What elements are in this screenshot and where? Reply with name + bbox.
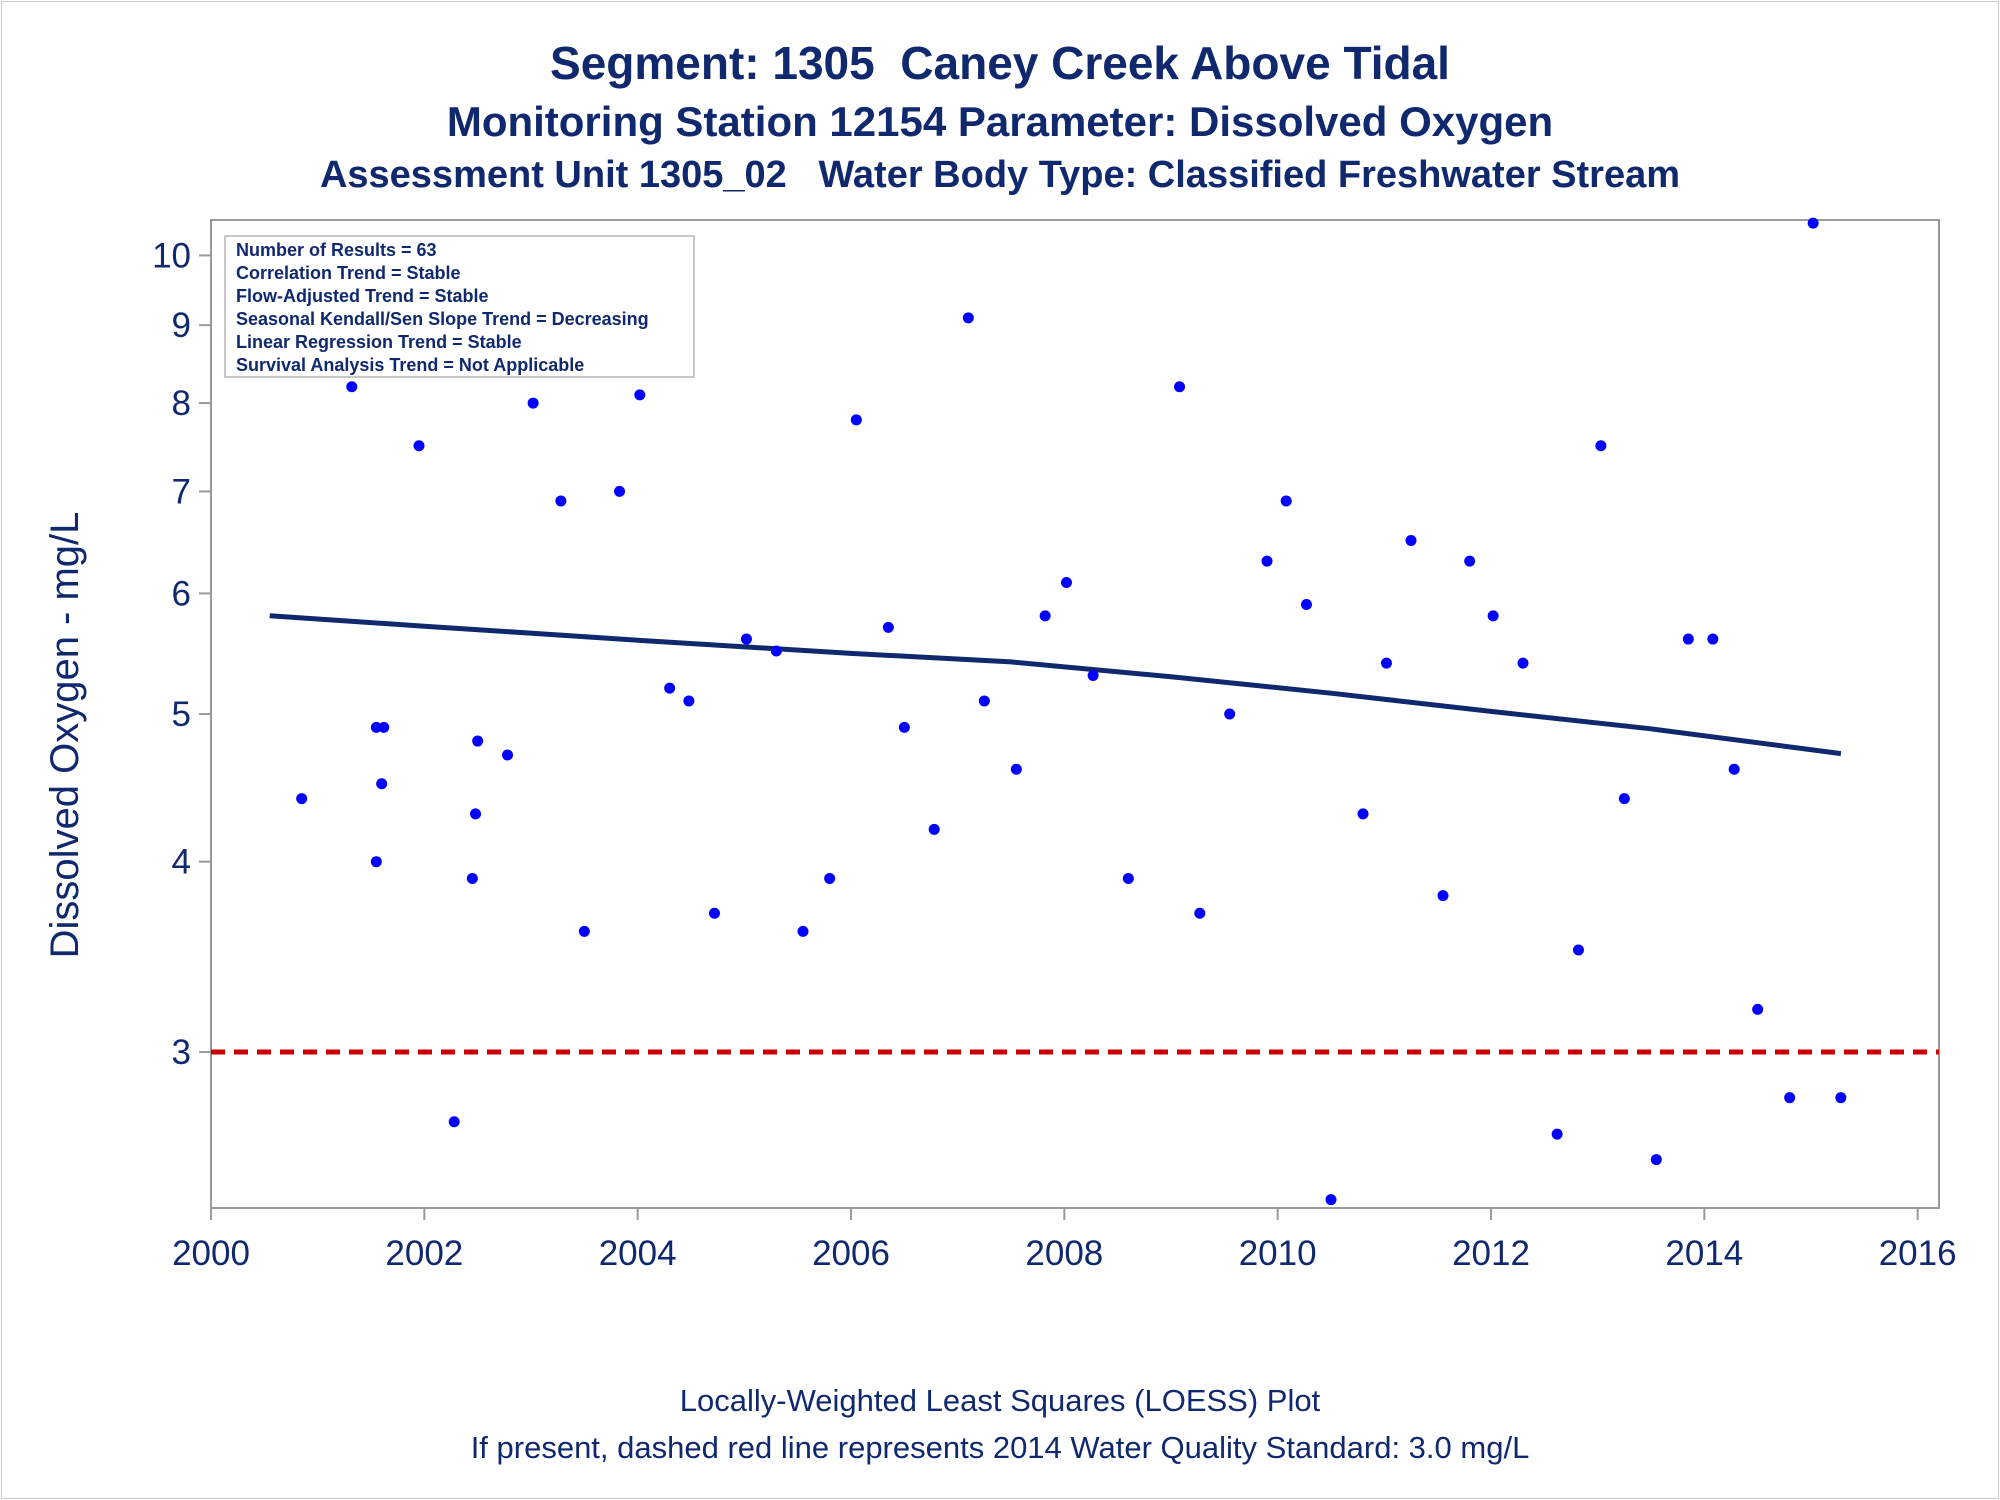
x-tick-label: 2006	[812, 1234, 890, 1273]
data-point	[1728, 763, 1740, 775]
data-point	[928, 823, 940, 835]
data-point	[850, 414, 862, 426]
data-point	[1039, 610, 1051, 622]
data-point	[578, 925, 590, 937]
data-point	[466, 872, 478, 884]
data-points	[264, 217, 1847, 1206]
data-point	[1572, 944, 1584, 956]
data-point	[664, 682, 676, 694]
y-tick-label: 8	[172, 384, 191, 423]
x-tick-label: 2004	[599, 1234, 677, 1273]
data-point	[1618, 793, 1630, 805]
data-point	[1357, 808, 1369, 820]
y-tick-label: 9	[172, 306, 191, 345]
stat-correlation-trend: Correlation Trend = Stable	[236, 263, 461, 283]
stat-survival-analysis-trend: Survival Analysis Trend = Not Applicable	[236, 355, 584, 375]
data-point	[448, 1116, 460, 1128]
trend-stats-box-border	[224, 235, 695, 378]
data-point	[1682, 633, 1694, 645]
chart-subtitle-station: Monitoring Station 12154 Parameter: Diss…	[446, 98, 1554, 145]
data-point	[1835, 1092, 1847, 1104]
y-tick-label: 10	[152, 236, 191, 275]
data-point	[708, 907, 720, 919]
trend-stats-box: Number of Results = 63 Correlation Trend…	[224, 235, 695, 378]
loess-line	[269, 613, 1842, 757]
stat-number-of-results: Number of Results = 63	[236, 240, 437, 260]
data-point	[472, 735, 484, 747]
data-point	[962, 312, 974, 324]
data-point	[502, 749, 514, 761]
data-point	[1650, 1154, 1662, 1166]
data-point	[1261, 555, 1273, 567]
data-point	[1807, 217, 1819, 229]
data-point	[413, 440, 425, 452]
loess-group	[269, 613, 1842, 757]
footer-standard-note: If present, dashed red line represents 2…	[470, 1430, 1530, 1465]
chart-subtitle-assessment: Assessment Unit 1305_02 Water Body Type:…	[319, 154, 1681, 196]
stat-seasonal-kendall-trend: Seasonal Kendall/Sen Slope Trend = Decre…	[236, 309, 649, 329]
footer-plot-type: Locally-Weighted Least Squares (LOESS) P…	[679, 1383, 1321, 1418]
data-point	[1707, 633, 1719, 645]
data-point	[882, 621, 894, 633]
data-point	[1784, 1092, 1796, 1104]
y-tick-label: 7	[172, 472, 191, 511]
data-point	[555, 495, 567, 507]
data-point	[1464, 555, 1476, 567]
data-point	[1405, 534, 1417, 546]
x-tick-label: 2000	[172, 1234, 250, 1273]
data-point	[1122, 872, 1134, 884]
x-axis: 2000 2002 2004 2006 2008 2010 2012 2014 2016	[172, 1208, 1957, 1273]
data-point	[1010, 763, 1022, 775]
chart-title: Segment: 1305 Caney Creek Above Tidal	[550, 37, 1450, 89]
stat-linear-regression-trend: Linear Regression Trend = Stable	[236, 332, 522, 352]
x-tick-label: 2008	[1025, 1234, 1103, 1273]
data-point	[1224, 708, 1236, 720]
y-tick-label: 4	[172, 843, 191, 882]
data-point	[1174, 381, 1186, 393]
stat-flow-adjusted-trend: Flow-Adjusted Trend = Stable	[236, 286, 489, 306]
data-point	[1380, 657, 1392, 669]
y-tick-label: 6	[172, 574, 191, 613]
data-point	[1087, 669, 1099, 681]
data-point	[1194, 907, 1206, 919]
data-point	[1325, 1194, 1337, 1206]
data-point	[1280, 495, 1292, 507]
data-point	[376, 778, 388, 790]
y-axis: 3 4 5 6 7 8 9 10	[152, 236, 211, 1072]
data-point	[978, 695, 990, 707]
y-axis-label: Dissolved Oxygen - mg/L	[43, 512, 87, 959]
data-point	[740, 633, 752, 645]
data-point	[378, 721, 390, 733]
data-point	[346, 381, 358, 393]
data-point	[898, 721, 910, 733]
data-point	[1300, 599, 1312, 611]
data-point	[634, 389, 646, 401]
data-point	[1551, 1128, 1563, 1140]
x-tick-label: 2010	[1239, 1234, 1317, 1273]
data-point	[296, 793, 308, 805]
data-point	[470, 808, 482, 820]
data-point	[527, 397, 539, 409]
data-point	[1487, 610, 1499, 622]
x-tick-label: 2016	[1879, 1234, 1957, 1273]
data-point	[824, 872, 836, 884]
y-tick-label: 3	[172, 1033, 191, 1072]
data-point	[614, 485, 626, 497]
data-point	[1517, 657, 1529, 669]
y-tick-label: 5	[172, 695, 191, 734]
data-point	[1595, 440, 1607, 452]
x-tick-label: 2002	[385, 1234, 463, 1273]
data-point	[370, 856, 382, 868]
x-tick-label: 2012	[1452, 1234, 1530, 1273]
data-point	[1060, 576, 1072, 588]
data-point	[770, 645, 782, 657]
data-point	[797, 925, 809, 937]
data-point	[683, 695, 695, 707]
data-point	[1437, 890, 1449, 902]
data-point	[1752, 1003, 1764, 1015]
x-tick-label: 2014	[1665, 1234, 1743, 1273]
